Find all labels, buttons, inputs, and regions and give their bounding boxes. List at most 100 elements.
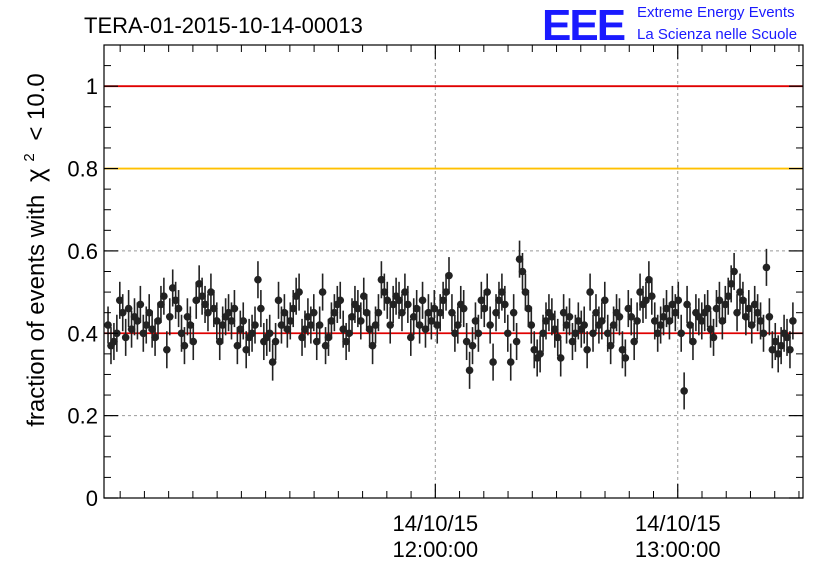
data-point (151, 333, 159, 342)
grid (104, 45, 803, 498)
data-point (415, 321, 424, 329)
data-point (348, 313, 356, 321)
data-point (160, 292, 168, 301)
data-point (633, 317, 641, 325)
data-point (201, 300, 209, 309)
eee-logo-line1: Extreme Energy Events (637, 4, 795, 21)
data-point (339, 325, 347, 333)
data-point (459, 304, 468, 313)
data-point (671, 308, 680, 317)
data-point (574, 317, 583, 325)
data-point (465, 366, 474, 375)
data-point (404, 300, 412, 309)
data-point (280, 308, 289, 317)
data-point (483, 288, 492, 296)
data-point (553, 333, 562, 342)
data-point (474, 329, 483, 338)
data-point (139, 329, 148, 338)
data-point (665, 317, 674, 325)
data-point (171, 296, 180, 305)
data-point (636, 288, 644, 296)
data-point (559, 308, 568, 317)
data-point (524, 304, 533, 313)
data-point (301, 325, 309, 333)
x-axis: 14/10/1512:00:0014/10/1513:00:0014/10/15… (119, 45, 800, 562)
data-point (756, 317, 765, 325)
data-point (624, 304, 633, 313)
data-point (603, 329, 612, 338)
data-point (509, 308, 518, 317)
data-point (183, 313, 192, 321)
data-point (315, 321, 324, 329)
data-point (662, 304, 671, 313)
data-point (606, 341, 615, 350)
eee-logo: EEE Extreme Energy Events La Scienza nel… (542, 1, 797, 50)
data-point (142, 321, 151, 329)
data-point (145, 308, 153, 317)
data-point (727, 280, 735, 288)
x-tick-label-time: 12:00:00 (392, 537, 478, 562)
eee-logo-letters: EEE (542, 1, 625, 50)
data-point (630, 337, 638, 346)
data-point (745, 304, 753, 313)
data-point (683, 300, 691, 309)
data-point (239, 317, 248, 325)
data-point (118, 308, 127, 317)
data-point (204, 308, 212, 317)
data-point (383, 296, 392, 305)
data-point (409, 313, 418, 321)
data-point (448, 308, 456, 317)
data-point (330, 308, 339, 317)
data-point (286, 317, 295, 325)
data-point (750, 300, 759, 309)
data-point (512, 337, 521, 346)
data-point (733, 308, 741, 317)
data-point (439, 296, 447, 305)
data-point (207, 288, 215, 296)
data-point (174, 304, 183, 313)
data-point (451, 329, 459, 338)
data-point (706, 325, 715, 333)
y-axis-label-sup: 2 (21, 153, 38, 161)
data-point (436, 308, 444, 317)
reference-lines (104, 85, 803, 335)
data-point (336, 296, 345, 305)
data-point (195, 280, 203, 288)
data-point (104, 321, 112, 329)
data-point (371, 321, 380, 329)
data-point (530, 345, 539, 354)
chart-title: TERA-01-2015-10-14-00013 (84, 13, 363, 38)
data-point (721, 300, 730, 309)
data-point (650, 317, 659, 325)
data-point (768, 345, 777, 354)
data-point (127, 325, 136, 333)
eee-logo-line2: La Scienza nelle Scuole (637, 26, 797, 43)
data-point (210, 304, 218, 313)
data-point (742, 313, 750, 321)
data-point (659, 313, 668, 321)
data-point (774, 350, 783, 358)
y-tick-label: 0 (86, 486, 98, 511)
data-point (215, 337, 224, 346)
data-point (724, 292, 733, 301)
data-point (736, 288, 744, 296)
data-point (618, 345, 627, 354)
data-point (503, 329, 512, 338)
data-point (148, 325, 156, 333)
data-point (562, 321, 571, 329)
data-point (386, 321, 395, 329)
data-points (104, 240, 797, 410)
data-point (168, 284, 177, 292)
data-point (454, 321, 462, 329)
data-point (412, 304, 421, 313)
y-axis-label: fraction of events with χ 2 < 10.0 (13, 73, 50, 427)
data-point (345, 329, 353, 338)
data-point (362, 308, 371, 317)
data-point (424, 308, 433, 317)
data-point (189, 337, 198, 346)
data-point (277, 321, 286, 329)
x-tick-label-time: 13:00:00 (635, 537, 721, 562)
data-point (477, 296, 486, 305)
y-axis: 0 0.2 0.4 0.6 0.8 1 (67, 65, 803, 511)
